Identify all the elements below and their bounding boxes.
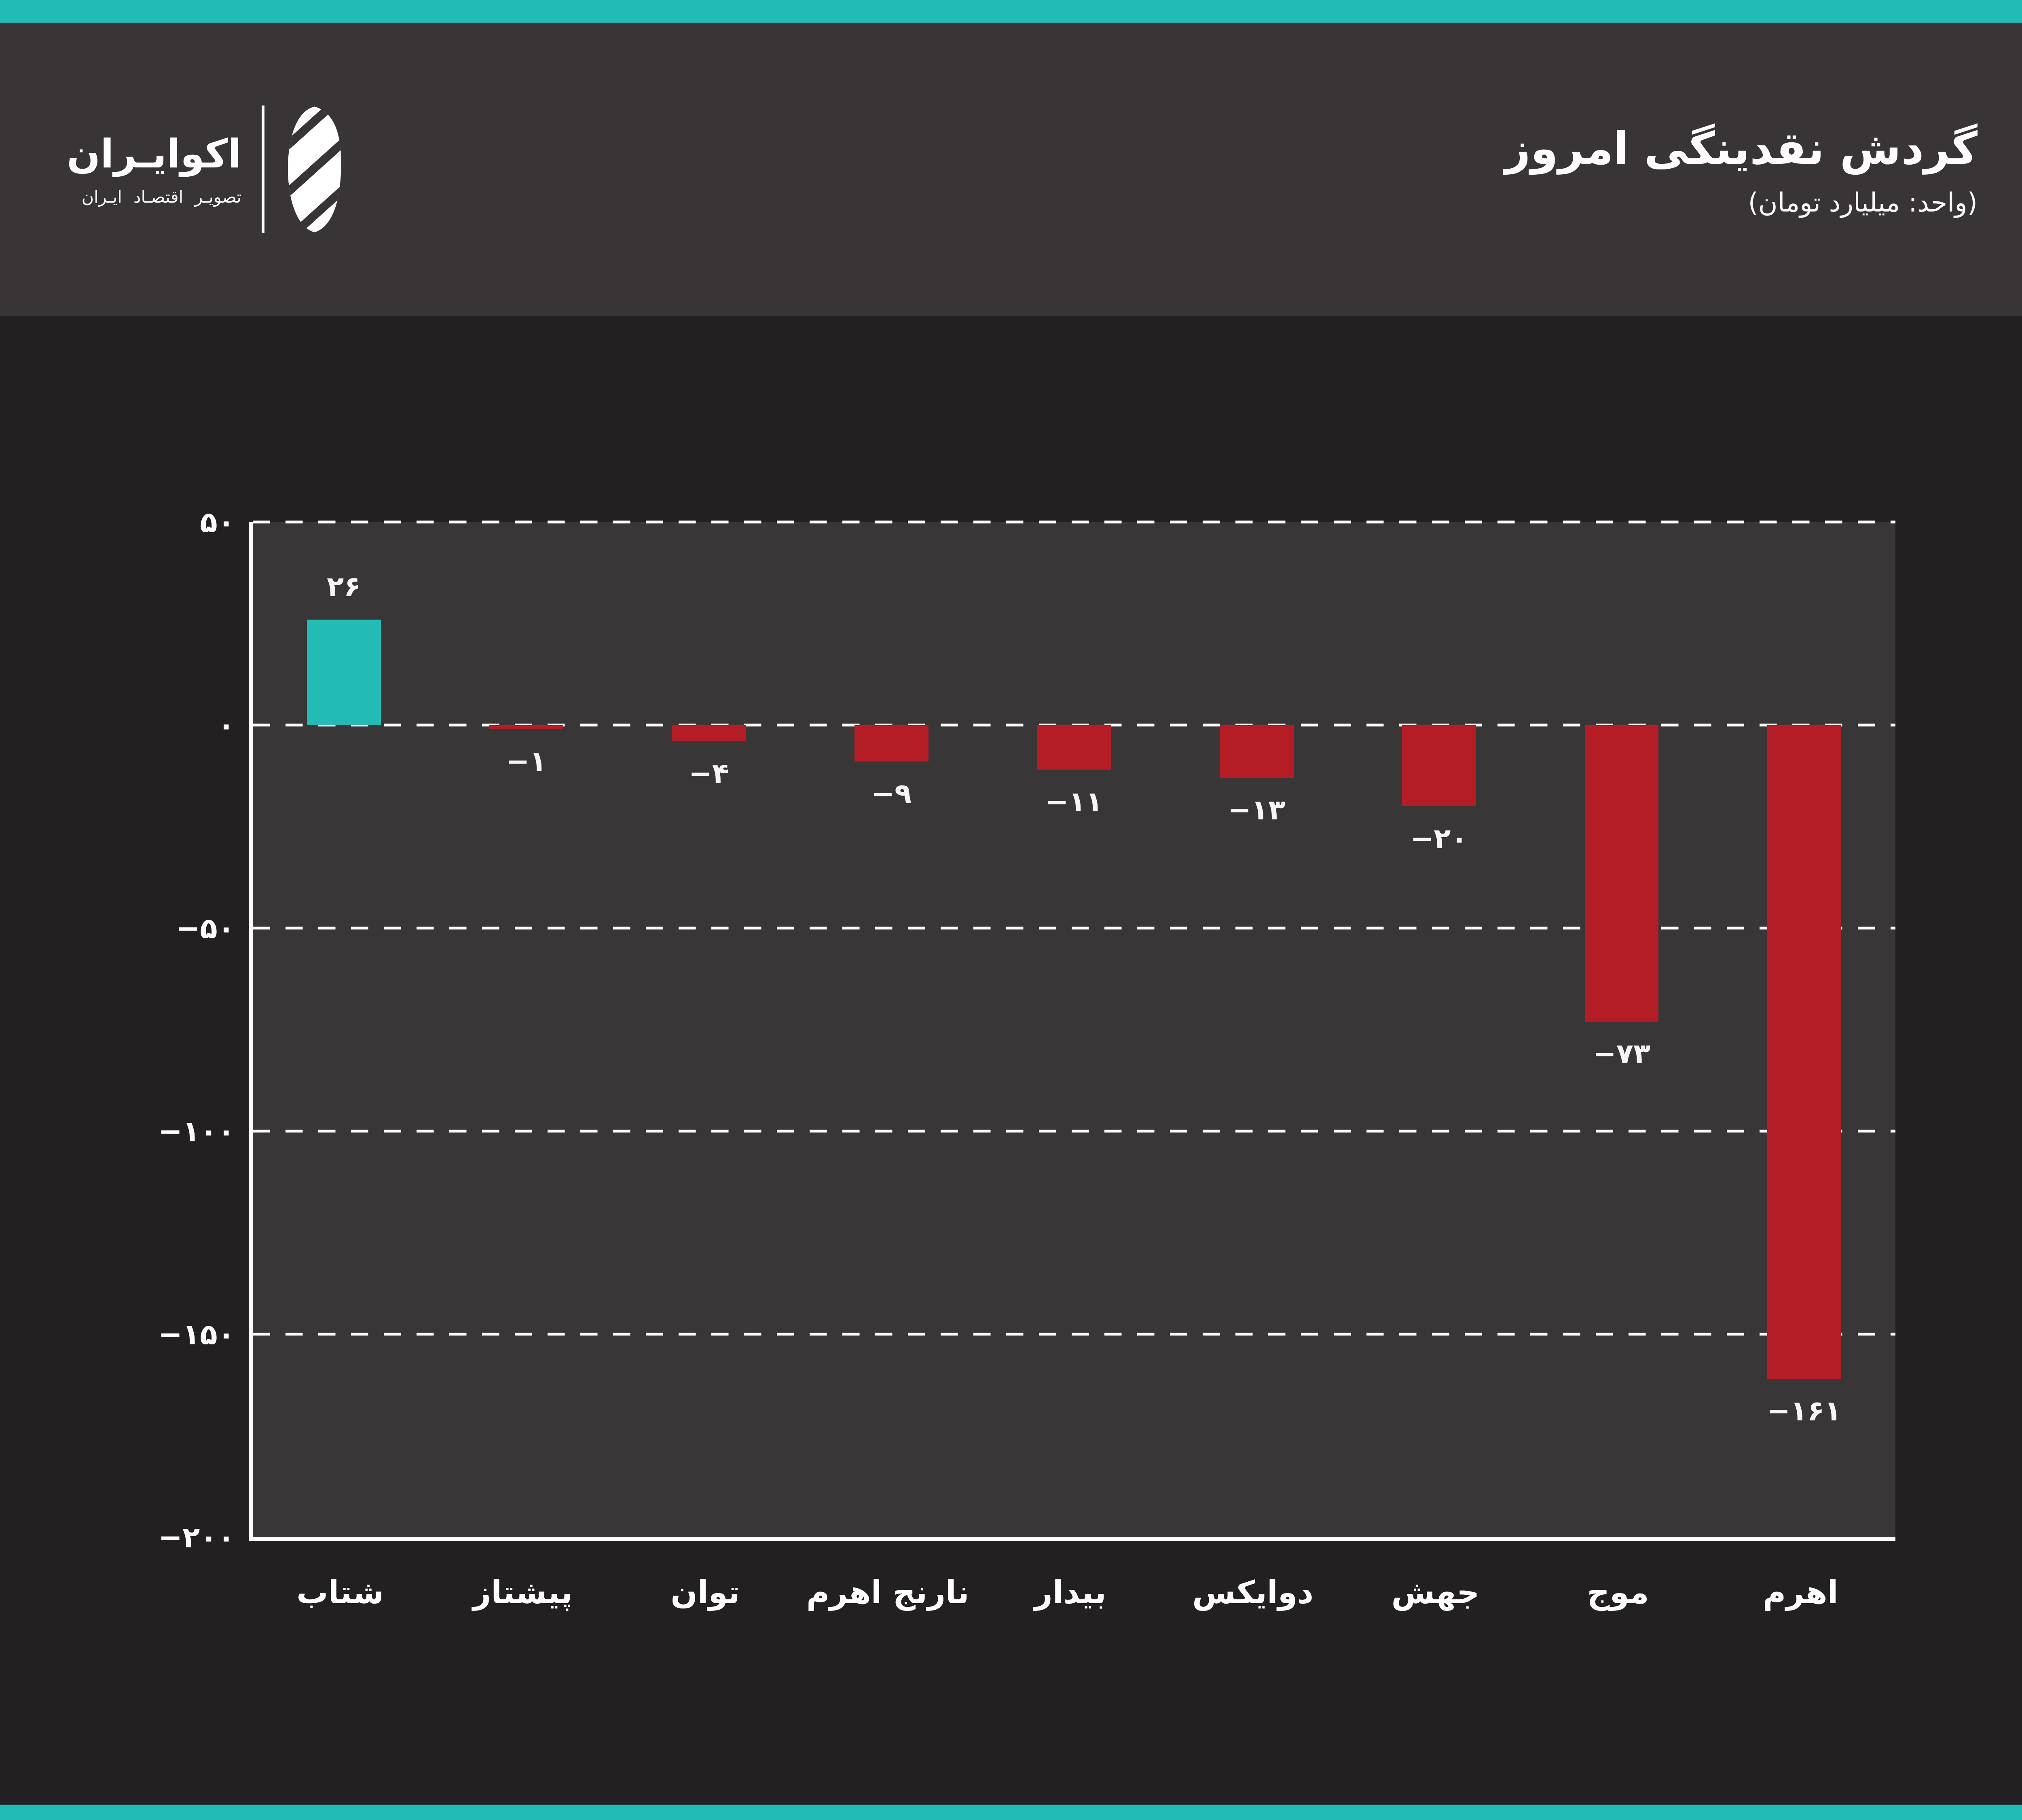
bar-value-label-توان: −۴ (689, 757, 729, 790)
bar-value-label-پیشتاز: −۱ (506, 745, 547, 778)
y-axis: ۵۰ ۰ −۵۰ −۱۰۰ −۱۵۰ −۲۰۰ (0, 505, 235, 1554)
bar-جهش (1402, 725, 1476, 806)
bar-پیشتاز (489, 725, 563, 729)
header-band: اکوایـران تصویـر اقتصـاد ایـران (0, 23, 2022, 316)
x-category-label-نارنج اهرم: نارنج اهرم (806, 1574, 969, 1611)
bar-بیدار (1037, 725, 1111, 770)
y-tick-label--200: −۲۰۰ (158, 1520, 235, 1554)
eco-iran-logo-icon (288, 106, 341, 233)
gridline--150 (252, 1332, 1895, 1336)
y-tick-label-50: ۵۰ (200, 505, 235, 539)
bar-value-label-نارنج اهرم: −۹ (871, 778, 912, 811)
bar-دوایکس (1219, 725, 1294, 778)
bar-موج (1584, 725, 1659, 1022)
x-category-label-موج: موج (1587, 1574, 1649, 1611)
bar-توان (672, 725, 746, 741)
x-category-label-پیشتاز: پیشتاز (473, 1574, 573, 1611)
bar-value-label-بیدار: −۱۱ (1045, 786, 1103, 819)
bar-نارنج اهرم (854, 725, 929, 762)
y-tick-label--50: −۵۰ (176, 911, 235, 945)
chart-title: گردش نقدینگی امروز (1505, 122, 1978, 174)
brand-text: اکوایـران تصویـر اقتصـاد ایـران (67, 132, 241, 207)
x-axis: شتاب پیشتاز توان نارنج اهرم بیدار دوایکس جهش مو… (249, 1565, 1892, 1693)
top-accent-strip (0, 0, 2022, 23)
bar-value-label-جهش: −۲۰ (1410, 822, 1468, 855)
x-category-label-توان: توان (670, 1574, 740, 1611)
bar-value-label-شتاب: ۲۶ (327, 571, 361, 603)
x-category-label-بیدار: بیدار (1034, 1574, 1106, 1611)
gridline-50 (252, 520, 1895, 524)
bar-value-label-موج: −۷۳ (1593, 1037, 1650, 1070)
bar-value-label-اهرم: −۱۶۱ (1767, 1395, 1842, 1428)
y-tick-label--150: −۱۵۰ (158, 1317, 235, 1351)
y-tick-label--100: −۱۰۰ (158, 1114, 235, 1148)
plot-area: ۲۶ −۱ −۴ −۹ −۱۱ −۱۳ −۲۰ −۷۳ −۱۶۱ (249, 520, 1895, 1541)
brand-block: اکوایـران تصویـر اقتصـاد ایـران (67, 104, 344, 235)
chart-unit-subtitle: (واحد: میلیارد تومان) (1748, 187, 1978, 218)
brand-tagline: تصویـر اقتصـاد ایـران (81, 186, 241, 207)
gridline--100 (252, 1129, 1895, 1133)
brand-divider (261, 106, 264, 233)
bar-شتاب (307, 619, 381, 725)
x-category-label-اهرم: اهرم (1763, 1574, 1838, 1611)
gridline--50 (252, 926, 1895, 930)
brand-wordmark: اکوایـران (67, 130, 241, 177)
bar-value-label-دوایکس: −۱۳ (1228, 794, 1286, 827)
y-tick-label-0: ۰ (217, 708, 235, 742)
x-category-label-جهش: جهش (1391, 1574, 1480, 1611)
bottom-accent-strip (0, 1804, 2022, 1820)
bar-اهرم (1767, 725, 1841, 1379)
x-category-label-شتاب: شتاب (296, 1574, 384, 1611)
x-category-label-دوایکس: دوایکس (1192, 1574, 1314, 1611)
title-block: گردش نقدینگی امروز (واحد: میلیارد تومان) (1505, 121, 1978, 218)
